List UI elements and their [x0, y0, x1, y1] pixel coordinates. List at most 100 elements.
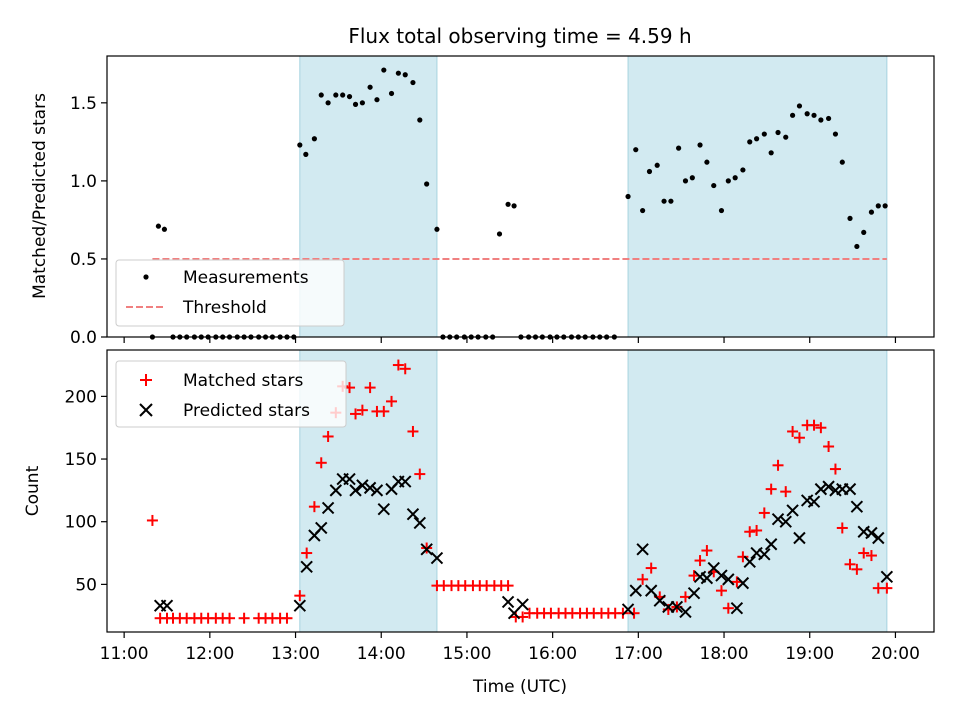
legend-marker-matched [140, 374, 152, 386]
matched-star-point [301, 547, 313, 559]
measurement-point [318, 92, 324, 98]
predicted-star-point [771, 512, 785, 526]
measurement-point [704, 159, 710, 165]
x-tick-label: 15:00 [442, 644, 491, 664]
predicted-star-point [736, 576, 750, 590]
predicted-star-point [377, 502, 391, 516]
bottom-y-tick-label: 150 [65, 450, 97, 470]
predicted-star-point [793, 531, 806, 545]
top-y-tick-label: 1.0 [70, 172, 97, 192]
predicted-star-point [843, 482, 857, 496]
bottom-legend-box [115, 360, 347, 428]
predicted-star-point [715, 569, 728, 582]
measurement-point [861, 229, 867, 236]
matched-star-point [378, 405, 390, 417]
top-legend: Measurements Threshold [115, 259, 345, 327]
measurement-point [395, 70, 401, 76]
matched-star-point [392, 359, 404, 371]
matched-star-point [793, 432, 805, 444]
matched-star-point [694, 555, 706, 567]
measurement-point [732, 175, 738, 181]
matched-star-point [751, 524, 763, 536]
predicted-star-point [501, 595, 515, 609]
predicted-star-point [872, 531, 885, 545]
measurement-point [676, 145, 682, 151]
measurement-point [789, 112, 796, 118]
predicted-star-point [644, 584, 658, 597]
measurement-point [303, 151, 309, 157]
bottom-y-axis: 50 100 150 200 [65, 387, 107, 595]
top-x-ticks [123, 337, 897, 343]
predicted-star-point [850, 500, 864, 513]
bottom-y-tick-label: 100 [65, 513, 97, 533]
bottom-predicted-layer [153, 472, 894, 620]
x-tick-label: 20:00 [871, 644, 920, 664]
predicted-star-point [430, 551, 444, 565]
measurement-point [346, 93, 353, 100]
measurement-point [668, 198, 674, 204]
matched-star-point [772, 459, 784, 471]
measurement-point [754, 136, 760, 142]
predicted-star-point [343, 472, 356, 486]
measurement-point [352, 101, 359, 107]
measurement-point [511, 203, 517, 209]
x-tick-label: 19:00 [785, 644, 834, 664]
matched-star-point [715, 585, 727, 597]
predicted-star-point [779, 515, 792, 528]
measurement-point [367, 84, 373, 90]
measurement-point [374, 97, 380, 103]
top-plot-frame [106, 55, 935, 338]
x-tick-label: 18:00 [700, 644, 749, 664]
matched-star-point [844, 558, 856, 570]
predicted-star-point [722, 573, 735, 586]
predicted-star-point [315, 521, 328, 535]
matched-star-point [836, 522, 848, 534]
measurement-point [747, 139, 753, 145]
measurement-point [325, 100, 331, 106]
predicted-star-point [743, 555, 756, 569]
legend-label-matched: Matched stars [183, 371, 303, 391]
measurement-point [633, 147, 639, 153]
bottom-x-axis: 11:00 12:00 13:00 14:00 15:00 16:00 17:00 18:00… [100, 632, 920, 664]
top-y-tick-label: 0.0 [70, 328, 97, 348]
predicted-star-point [321, 501, 335, 515]
matched-star-point [865, 550, 877, 562]
predicted-star-point [349, 484, 362, 497]
predicted-star-point [160, 599, 174, 612]
matched-star-point [765, 483, 777, 495]
matched-star-point [502, 580, 514, 592]
bottom-plot-frame [106, 349, 935, 633]
matched-star-point [224, 612, 236, 624]
x-tick-label: 16:00 [528, 644, 577, 664]
measurement-point [854, 243, 860, 250]
measurement-point [646, 168, 653, 175]
predicted-star-point [880, 570, 894, 584]
measurement-point [811, 112, 817, 118]
top-legend-box [115, 259, 345, 327]
matched-star-point [758, 507, 770, 519]
matched-star-point [815, 422, 827, 434]
predicted-star-point [293, 599, 307, 612]
measurement-point [381, 67, 387, 73]
matched-star-point [851, 563, 863, 575]
top-y-axis: 0.0 0.5 1.0 1.5 [70, 94, 107, 348]
measurement-point [434, 226, 440, 232]
x-tick-label: 17:00 [614, 644, 663, 664]
predicted-star-point [786, 504, 799, 517]
matched-star-point [829, 463, 841, 475]
matched-star-point [628, 607, 640, 619]
measurement-point [640, 207, 646, 214]
measurement-point [297, 142, 303, 148]
measurement-point [402, 72, 408, 78]
matched-star-point [407, 425, 419, 437]
measurement-point [775, 129, 781, 136]
legend-label-threshold: Threshold [182, 298, 267, 318]
predicted-star-point [730, 601, 744, 615]
predicted-star-point [413, 516, 427, 530]
matched-star-point [737, 551, 749, 563]
matched-star-point [281, 612, 293, 624]
measurement-point [155, 223, 162, 229]
bottom-legend: Matched stars Predicted stars [115, 360, 347, 428]
measurement-point [333, 92, 339, 98]
